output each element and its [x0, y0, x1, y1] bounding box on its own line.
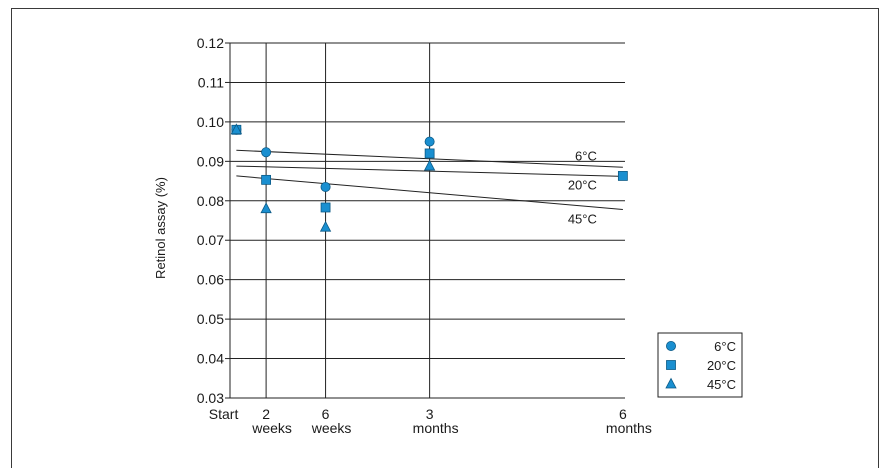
x-tick-label: months — [413, 420, 459, 436]
y-tick-label: 0.11 — [198, 74, 224, 90]
y-tick-label: 0.05 — [197, 311, 224, 327]
y-tick-label: 0.07 — [197, 232, 224, 248]
y-tick-label: 0.12 — [197, 35, 224, 51]
x-tick-label: Start — [209, 406, 239, 422]
y-axis-label: Retinol assay (%) — [153, 177, 168, 279]
tick-labels: 0.03 0.04 0.05 0.06 0.07 0.08 0.09 0.10 0.11 0.12… — [197, 35, 652, 436]
legend-label: 45°C — [707, 377, 736, 392]
square-point — [617, 171, 628, 181]
x-tick-label: 6 — [322, 406, 330, 422]
y-tick-label: 0.06 — [197, 272, 224, 288]
x-tick-label: 6 — [619, 406, 627, 422]
circle-point — [320, 181, 331, 192]
axes — [225, 42, 625, 399]
triangle-point — [423, 159, 436, 171]
legend-marker — [666, 360, 676, 370]
trend-lines — [236, 149, 623, 210]
y-tick-label: 0.04 — [197, 351, 224, 367]
data-points — [230, 123, 628, 232]
x-tick-label: 3 — [426, 406, 434, 422]
circle-point — [261, 147, 272, 158]
y-tick-label: 0.10 — [197, 114, 224, 130]
x-tick-label: 2 — [262, 406, 270, 422]
trend-line — [236, 175, 623, 210]
square-point — [320, 202, 331, 213]
trend-label: 45°C — [568, 211, 597, 226]
legend-label: 20°C — [707, 358, 736, 373]
square-point — [424, 148, 435, 159]
trend-line — [236, 165, 623, 177]
y-tick-label: 0.08 — [197, 193, 224, 209]
trend-line — [236, 149, 623, 168]
trend-label: 20°C — [568, 177, 597, 192]
square-point — [261, 174, 272, 185]
y-tick-label: 0.03 — [197, 390, 224, 406]
triangle-point — [319, 220, 332, 232]
legend-label: 6°C — [714, 339, 736, 354]
x-tick-label: months — [606, 420, 652, 436]
x-tick-label: weeks — [311, 420, 352, 436]
legend: 6°C 20°C 45°C — [657, 332, 743, 398]
triangle-point — [260, 202, 272, 214]
x-tick-label: weeks — [251, 420, 292, 436]
grid-lines — [230, 42, 625, 399]
chart-frame — [11, 8, 879, 468]
circle-point — [424, 136, 435, 147]
y-tick-label: 0.09 — [197, 153, 224, 169]
trend-label: 6°C — [575, 148, 597, 163]
legend-marker — [665, 377, 677, 389]
triangle-point — [230, 123, 243, 135]
legend-marker — [666, 340, 677, 351]
